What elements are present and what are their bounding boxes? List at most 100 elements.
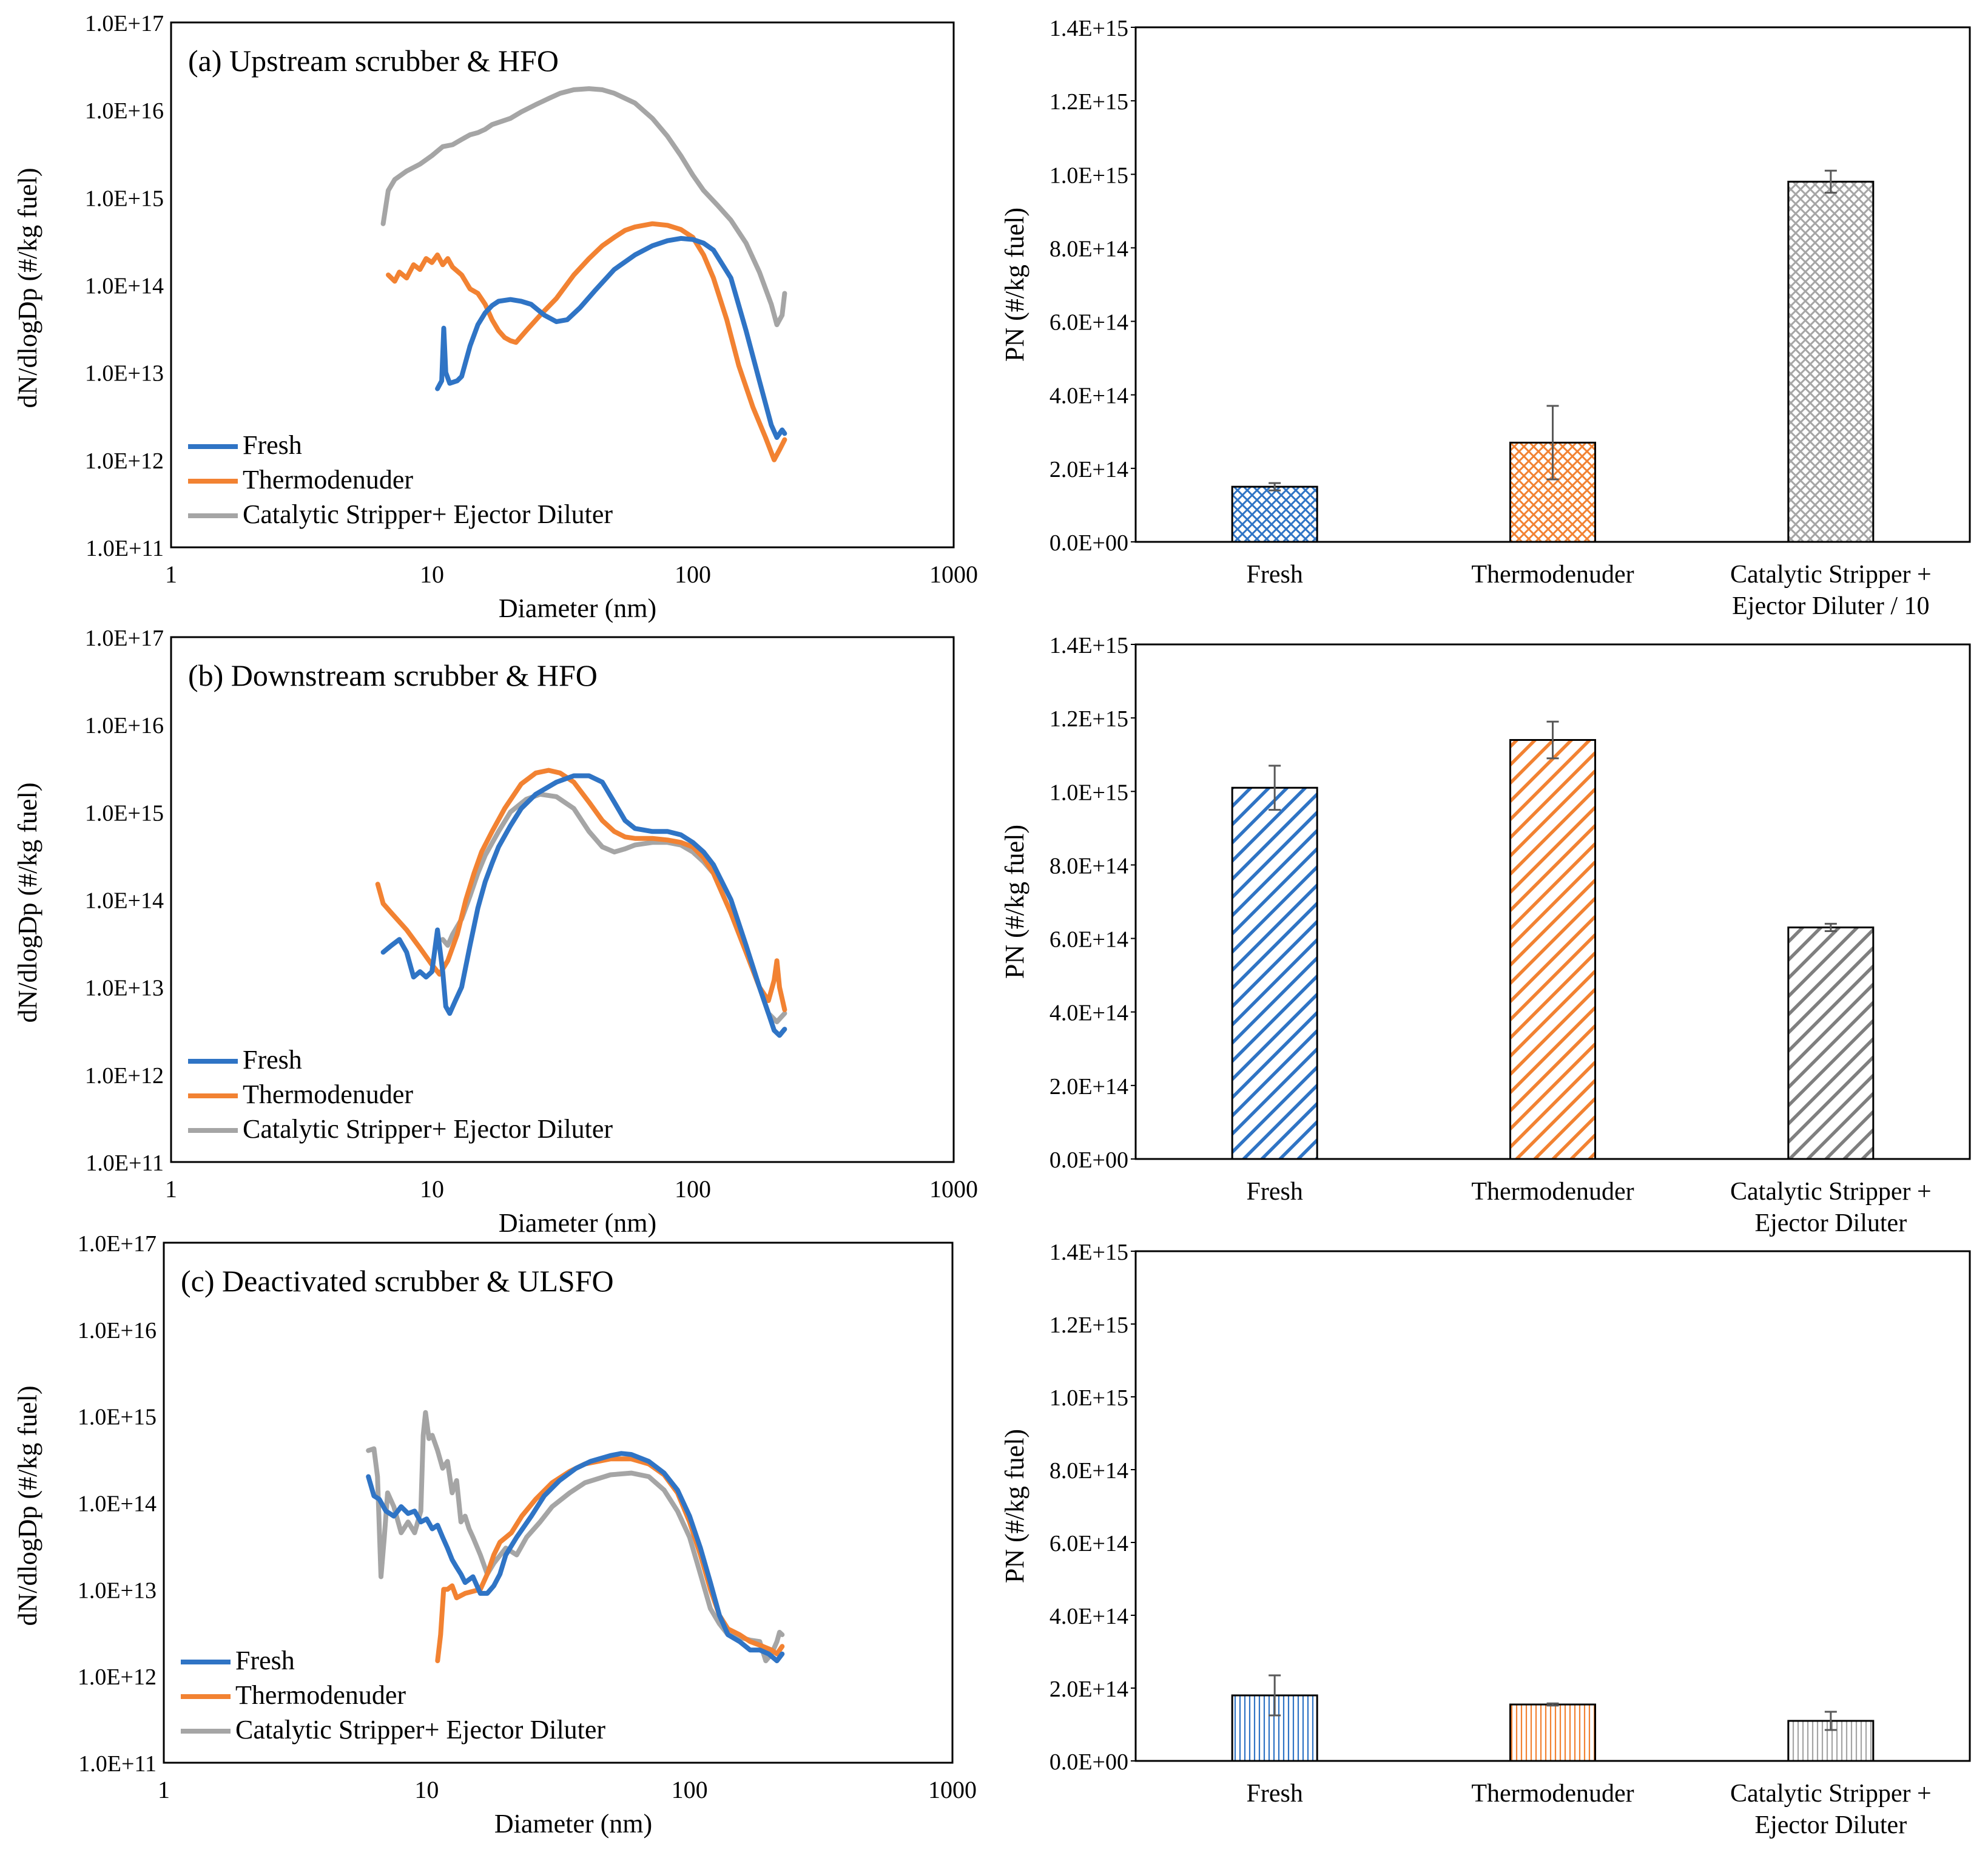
- y-tick-label: 8.0E+14: [1050, 236, 1128, 262]
- bar: [1787, 926, 1875, 1160]
- y-tick-label: 1.0E+11: [78, 1751, 157, 1777]
- legend-label: Fresh: [243, 430, 302, 460]
- y-tick-label: 8.0E+14: [1050, 1458, 1128, 1484]
- category-label: Ejector Diluter: [1754, 1811, 1907, 1839]
- category-label: Fresh: [1246, 1178, 1302, 1206]
- y-axis-label: dN/dlogDp (#/kg fuel): [13, 168, 42, 408]
- category-label: Thermodenuder: [1471, 561, 1634, 589]
- series-line: [435, 235, 787, 440]
- error-bar: [1824, 169, 1837, 194]
- y-tick-label: 4.0E+14: [1050, 1001, 1128, 1026]
- y-tick-label: 2.0E+14: [1050, 457, 1128, 482]
- chart-title: (c) Deactivated scrubber & ULSFO: [181, 1264, 614, 1298]
- y-tick-label: 1.0E+16: [78, 1318, 157, 1343]
- y-axis-label: PN (#/kg fuel): [1000, 825, 1029, 979]
- y-tick-label: 8.0E+14: [1050, 853, 1128, 879]
- y-tick-label: 6.0E+14: [1050, 927, 1128, 953]
- legend-label: Thermodenuder: [243, 1079, 413, 1109]
- x-axis-label: Diameter (nm): [499, 593, 656, 623]
- y-tick-label: 1.0E+13: [85, 361, 164, 387]
- category-label: Catalytic Stripper +: [1730, 1178, 1932, 1206]
- category-label: Thermodenuder: [1471, 1178, 1634, 1206]
- bar: [1231, 485, 1318, 543]
- error-bar: [1546, 720, 1559, 760]
- legend-label: Fresh: [243, 1045, 302, 1075]
- x-tick-label: 1: [158, 1776, 170, 1803]
- error-bar: [1824, 922, 1837, 932]
- chart-b_size: 1.0E+11 1.0E+12 1.0E+13 1.0E+14 1.0E+15 1.0E+…: [13, 626, 978, 1238]
- y-tick-label: 0.0E+00: [1050, 1749, 1128, 1775]
- error-bar: [1546, 1702, 1559, 1707]
- y-tick-label: 2.0E+14: [1050, 1074, 1128, 1100]
- legend-label: Catalytic Stripper+ Ejector Diluter: [243, 499, 613, 529]
- y-tick-label: 1.0E+16: [85, 713, 164, 738]
- x-tick-label: 100: [672, 1776, 708, 1803]
- x-tick-label: 100: [675, 1175, 711, 1203]
- category-label: Thermodenuder: [1471, 1780, 1634, 1808]
- plot-frame: [170, 636, 955, 1163]
- y-tick-label: 0.0E+00: [1050, 1147, 1128, 1173]
- y-tick-label: 1.0E+15: [1050, 1385, 1128, 1411]
- x-tick-label: 1000: [929, 1175, 978, 1203]
- y-tick-label: 1.0E+15: [85, 186, 164, 211]
- y-tick-label: 1.0E+13: [78, 1578, 157, 1603]
- series-line: [366, 1451, 785, 1663]
- category-label: Ejector Diluter / 10: [1732, 592, 1929, 620]
- y-tick-label: 1.0E+14: [85, 888, 164, 914]
- y-tick-label: 1.0E+12: [85, 1063, 164, 1089]
- series-line: [380, 773, 787, 1038]
- y-tick-label: 1.0E+14: [78, 1491, 157, 1517]
- y-tick-label: 1.0E+15: [1050, 163, 1128, 188]
- y-tick-label: 4.0E+14: [1050, 1604, 1128, 1629]
- y-tick-label: 1.2E+15: [1050, 1312, 1128, 1338]
- chart-title: (b) Downstream scrubber & HFO: [188, 658, 598, 692]
- series-line: [380, 86, 787, 328]
- y-tick-label: 1.0E+17: [85, 626, 164, 651]
- bar: [1509, 1703, 1596, 1762]
- y-axis-label: PN (#/kg fuel): [1000, 1429, 1029, 1583]
- y-tick-label: 1.0E+17: [78, 1231, 157, 1257]
- y-tick-label: 1.0E+14: [85, 274, 164, 299]
- chart-b_bar: 0.0E+00 2.0E+14 4.0E+14 6.0E+14 8.0E+14 1.0E+…: [1000, 633, 1971, 1237]
- x-tick-label: 1: [165, 1175, 177, 1203]
- legend-label: Thermodenuder: [235, 1680, 406, 1710]
- series-line: [386, 221, 787, 462]
- y-tick-label: 1.0E+11: [86, 536, 164, 561]
- x-tick-label: 10: [414, 1776, 439, 1803]
- plot-frame: [170, 21, 955, 549]
- y-tick-label: 1.0E+15: [1050, 780, 1128, 805]
- error-bar: [1269, 1674, 1281, 1717]
- error-bar: [1546, 405, 1559, 481]
- y-tick-label: 1.0E+17: [85, 11, 164, 36]
- category-label: Catalytic Stripper +: [1730, 561, 1932, 589]
- error-bar: [1269, 482, 1281, 492]
- y-tick-label: 1.0E+15: [78, 1405, 157, 1430]
- chart-title: (a) Upstream scrubber & HFO: [188, 44, 559, 78]
- x-tick-label: 1000: [929, 561, 978, 588]
- y-axis-label: dN/dlogDp (#/kg fuel): [13, 783, 42, 1023]
- y-tick-label: 6.0E+14: [1050, 1531, 1128, 1556]
- y-axis-label: PN (#/kg fuel): [1000, 208, 1029, 362]
- y-tick-label: 1.0E+15: [85, 800, 164, 826]
- chart-c_bar: 0.0E+00 2.0E+14 4.0E+14 6.0E+14 8.0E+14 1.0E+…: [1000, 1240, 1971, 1839]
- bar: [1509, 738, 1596, 1160]
- x-tick-label: 100: [675, 561, 711, 588]
- x-tick-label: 10: [420, 1175, 444, 1203]
- x-tick-label: 1: [165, 561, 177, 588]
- legend-label: Fresh: [235, 1646, 295, 1675]
- y-tick-label: 1.0E+13: [85, 976, 164, 1001]
- plot-frame: [1134, 1250, 1971, 1762]
- y-tick-label: 1.2E+15: [1050, 89, 1128, 115]
- y-tick-label: 6.0E+14: [1050, 310, 1128, 336]
- category-label: Catalytic Stripper +: [1730, 1780, 1932, 1808]
- y-tick-label: 1.4E+15: [1050, 16, 1128, 41]
- y-tick-label: 1.0E+12: [78, 1664, 157, 1690]
- bar: [1787, 180, 1875, 543]
- y-axis-label: dN/dlogDp (#/kg fuel): [13, 1386, 42, 1626]
- category-label: Fresh: [1246, 561, 1302, 589]
- bar: [1231, 786, 1318, 1160]
- chart-a_size: 1.0E+11 1.0E+12 1.0E+13 1.0E+14 1.0E+15 1.0E+…: [13, 11, 978, 623]
- x-axis-label: Diameter (nm): [494, 1809, 652, 1839]
- chart-c_size: 1.0E+11 1.0E+12 1.0E+13 1.0E+14 1.0E+15 1.0E+…: [13, 1231, 977, 1839]
- y-tick-label: 0.0E+00: [1050, 530, 1128, 556]
